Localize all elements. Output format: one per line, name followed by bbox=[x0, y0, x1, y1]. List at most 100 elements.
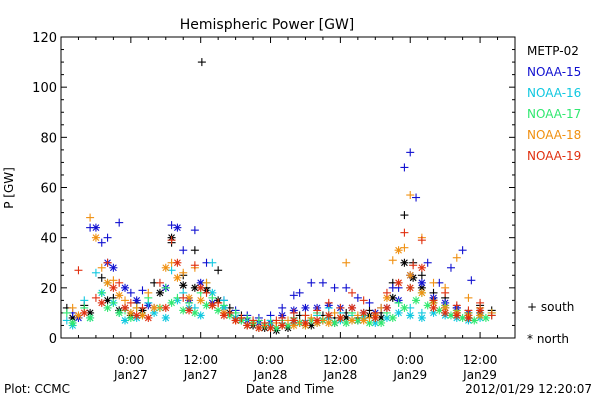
south-point bbox=[336, 303, 345, 312]
north-point bbox=[412, 296, 421, 305]
legend-entry: METP-02 bbox=[527, 44, 579, 58]
x-tick-time: 0:00 bbox=[117, 353, 144, 367]
x-axis-ticks: 0:00Jan2712:00Jan270:00Jan2812:00Jan280:… bbox=[77, 37, 499, 382]
north-point bbox=[313, 316, 322, 325]
south-point bbox=[219, 301, 228, 310]
south-point bbox=[115, 278, 124, 287]
y-tick-label: 20 bbox=[40, 282, 57, 297]
north-point bbox=[243, 321, 252, 330]
north-point bbox=[400, 303, 409, 312]
south-point bbox=[476, 298, 485, 307]
north-point bbox=[394, 308, 403, 317]
y-axis-label: P [GW] bbox=[2, 167, 16, 209]
y-tick-label: 0 bbox=[49, 332, 57, 347]
south-point bbox=[144, 288, 153, 297]
north-point bbox=[400, 258, 409, 267]
south-point bbox=[126, 298, 135, 307]
south-point bbox=[86, 223, 95, 232]
south-point bbox=[342, 283, 351, 292]
south-point bbox=[260, 318, 269, 327]
north-point bbox=[132, 311, 141, 320]
south-point bbox=[190, 261, 199, 270]
north-point bbox=[103, 303, 112, 312]
north-point bbox=[161, 313, 170, 322]
north-point bbox=[202, 301, 211, 310]
north-point bbox=[173, 273, 182, 282]
north-point bbox=[109, 283, 118, 292]
north-point bbox=[377, 318, 386, 327]
south-point bbox=[394, 298, 403, 307]
north-point bbox=[382, 293, 391, 302]
south-point bbox=[278, 303, 287, 312]
south-point bbox=[429, 296, 438, 305]
south-point bbox=[307, 278, 316, 287]
north-point bbox=[121, 303, 130, 312]
north-point bbox=[80, 308, 89, 317]
south-point bbox=[103, 258, 112, 267]
south-point bbox=[289, 308, 298, 317]
south-point bbox=[155, 278, 164, 287]
north-point bbox=[86, 313, 95, 322]
north-point bbox=[196, 283, 205, 292]
south-point bbox=[409, 261, 418, 270]
north-point bbox=[417, 288, 426, 297]
north-point bbox=[476, 306, 485, 315]
south-point bbox=[417, 308, 426, 317]
legend-entry: NOAA-15 bbox=[527, 65, 581, 79]
legend-entry: NOAA-16 bbox=[527, 86, 581, 100]
north-point bbox=[278, 321, 287, 330]
south-point bbox=[400, 163, 409, 172]
south-point bbox=[214, 266, 223, 275]
south-point bbox=[237, 313, 246, 322]
north-point bbox=[406, 311, 415, 320]
legend-entry: NOAA-17 bbox=[527, 107, 581, 121]
north-point bbox=[150, 303, 159, 312]
south-point bbox=[452, 253, 461, 262]
north-point bbox=[185, 293, 194, 302]
north-point bbox=[97, 298, 106, 307]
south-point bbox=[400, 211, 409, 220]
south-point bbox=[400, 243, 409, 252]
north-point bbox=[441, 308, 450, 317]
south-point bbox=[423, 258, 432, 267]
south-point bbox=[342, 258, 351, 267]
north-point bbox=[417, 263, 426, 272]
x-tick-date: Jan29 bbox=[392, 368, 427, 382]
south-point bbox=[74, 266, 83, 275]
x-tick-date: Jan27 bbox=[183, 368, 218, 382]
south-point bbox=[167, 221, 176, 230]
north-point bbox=[359, 308, 368, 317]
south-point bbox=[452, 301, 461, 310]
south-point bbox=[97, 288, 106, 297]
south-point bbox=[202, 278, 211, 287]
north-point bbox=[266, 323, 275, 332]
north-point bbox=[196, 296, 205, 305]
south-point bbox=[167, 236, 176, 245]
north-point bbox=[179, 306, 188, 315]
x-tick-date: Jan29 bbox=[462, 368, 497, 382]
south-point bbox=[406, 191, 415, 200]
hemisphere-key-entry: * north bbox=[527, 332, 569, 346]
south-point bbox=[109, 276, 118, 285]
south-point bbox=[97, 238, 106, 247]
south-point bbox=[278, 313, 287, 322]
south-point bbox=[126, 288, 135, 297]
timestamp: 2012/01/29 12:20:07 bbox=[465, 382, 592, 396]
south-point bbox=[464, 293, 473, 302]
south-point bbox=[365, 298, 374, 307]
south-point bbox=[400, 228, 409, 237]
north-point bbox=[452, 311, 461, 320]
south-point bbox=[190, 226, 199, 235]
x-axis-label: Date and Time bbox=[246, 382, 334, 396]
south-point bbox=[289, 291, 298, 300]
south-point bbox=[464, 306, 473, 315]
south-point bbox=[359, 296, 368, 305]
south-point bbox=[406, 148, 415, 157]
x-tick-time: 12:00 bbox=[183, 353, 218, 367]
south-point bbox=[348, 288, 357, 297]
south-point bbox=[109, 298, 118, 307]
south-point bbox=[441, 288, 450, 297]
south-point bbox=[371, 308, 380, 317]
south-point bbox=[272, 316, 281, 325]
south-point bbox=[330, 283, 339, 292]
